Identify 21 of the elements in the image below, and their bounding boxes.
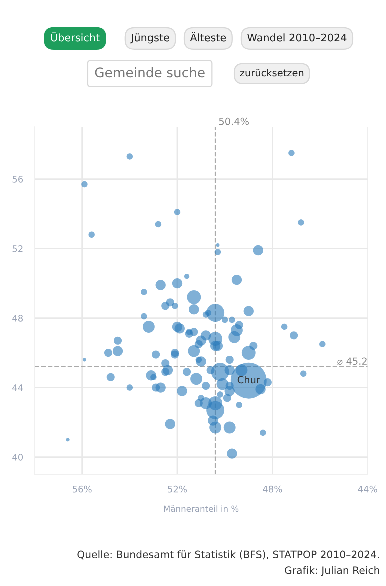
text: Gemeinde suche [95, 67, 205, 78]
ref-line-label: ⌀ 45.2 [338, 358, 367, 366]
x-tick-label: 48% [263, 486, 282, 493]
text: Grafik: Julian Reich [285, 566, 380, 576]
source-note: Quelle: Bundesamt für Statistik (BFS), STATPOP 2010–2024. [78, 550, 380, 560]
text: zurücksetzen [240, 69, 304, 77]
text: Jüngste [130, 34, 170, 44]
annotation: Chur [238, 376, 260, 384]
text: Wandel 2010–2024 [248, 34, 347, 42]
y-tick-label: 44 [12, 384, 24, 392]
x-tick-label: 44% [358, 486, 378, 493]
y-tick-label: 48 [12, 315, 24, 322]
ref-line-label: 50.4% [219, 118, 250, 126]
y-tick-label: 56 [12, 176, 24, 183]
text: Übersicht [51, 32, 100, 42]
x-tick-label: 52% [168, 486, 188, 493]
x-tick-label: 56% [72, 486, 92, 493]
text: Älteste [190, 32, 226, 42]
x-axis-title: Männeranteil in % [164, 506, 239, 512]
y-tick-label: 52 [12, 246, 23, 252]
y-tick-label: 40 [12, 454, 24, 461]
